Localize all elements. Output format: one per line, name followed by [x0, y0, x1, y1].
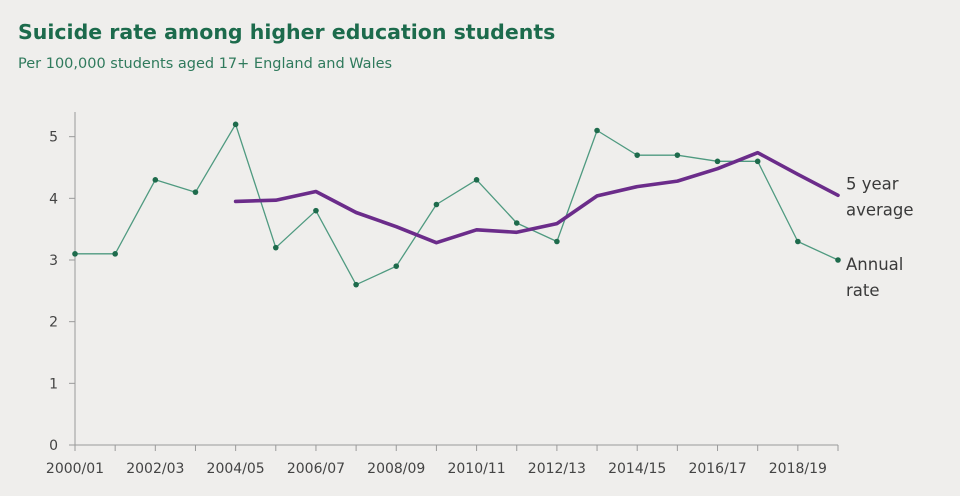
- x-axis: 2000/01 2002/03 2004/05 2006/07 2008/09 2010/…: [46, 444, 839, 477]
- x-tick-label: 2000/01: [46, 461, 104, 477]
- x-tick-label: 2006/07: [287, 461, 345, 477]
- data-point: [674, 152, 681, 158]
- data-point: [513, 220, 520, 226]
- series-label: rate: [846, 281, 880, 300]
- chart-title: Suicide rate among higher education stud…: [18, 20, 556, 44]
- data-point: [594, 127, 600, 134]
- series-line-1: [233, 150, 840, 245]
- x-tick-label: 2014/15: [608, 461, 666, 477]
- data-point: [554, 238, 560, 245]
- data-point: [835, 257, 841, 263]
- series-label: Annual: [846, 255, 903, 274]
- x-tick-label: 2012/13: [528, 461, 586, 477]
- data-point: [232, 121, 239, 128]
- data-point: [634, 152, 641, 158]
- data-point: [192, 189, 199, 195]
- y-tick-label: 4: [49, 191, 58, 207]
- x-tick-label: 2008/09: [367, 461, 425, 477]
- y-tick-label: 0: [49, 438, 58, 454]
- data-point: [272, 244, 279, 251]
- chart-subtitle: Per 100,000 students aged 17+ England an…: [18, 56, 393, 72]
- data-point: [353, 281, 359, 288]
- x-tick-label: 2004/05: [207, 461, 265, 477]
- data-point: [754, 158, 761, 165]
- series-label: 5 year: [846, 174, 899, 193]
- x-tick-label: 2018/19: [769, 461, 827, 477]
- data-point: [72, 251, 78, 257]
- data-point: [795, 238, 801, 245]
- series-label: average: [846, 200, 914, 219]
- data-point: [473, 177, 480, 183]
- data-point: [714, 158, 721, 165]
- data-point: [112, 251, 118, 257]
- series-layer: [72, 121, 841, 288]
- x-tick-label: 2010/11: [447, 461, 505, 477]
- y-tick-label: 3: [49, 253, 58, 269]
- data-point: [393, 263, 400, 269]
- y-tick-label: 1: [49, 376, 58, 392]
- y-tick-label: 2: [49, 315, 58, 331]
- x-tick-label: 2016/17: [688, 461, 746, 477]
- series-labels: Annual rate 5 year average: [846, 174, 914, 300]
- data-point: [152, 177, 159, 183]
- data-point: [313, 207, 319, 214]
- x-tick-label: 2002/03: [126, 461, 184, 477]
- y-tick-label: 5: [49, 130, 58, 146]
- y-axis: 0 1 2 3 4 5: [49, 112, 76, 454]
- series-line-0: [74, 123, 839, 286]
- data-point: [433, 201, 440, 208]
